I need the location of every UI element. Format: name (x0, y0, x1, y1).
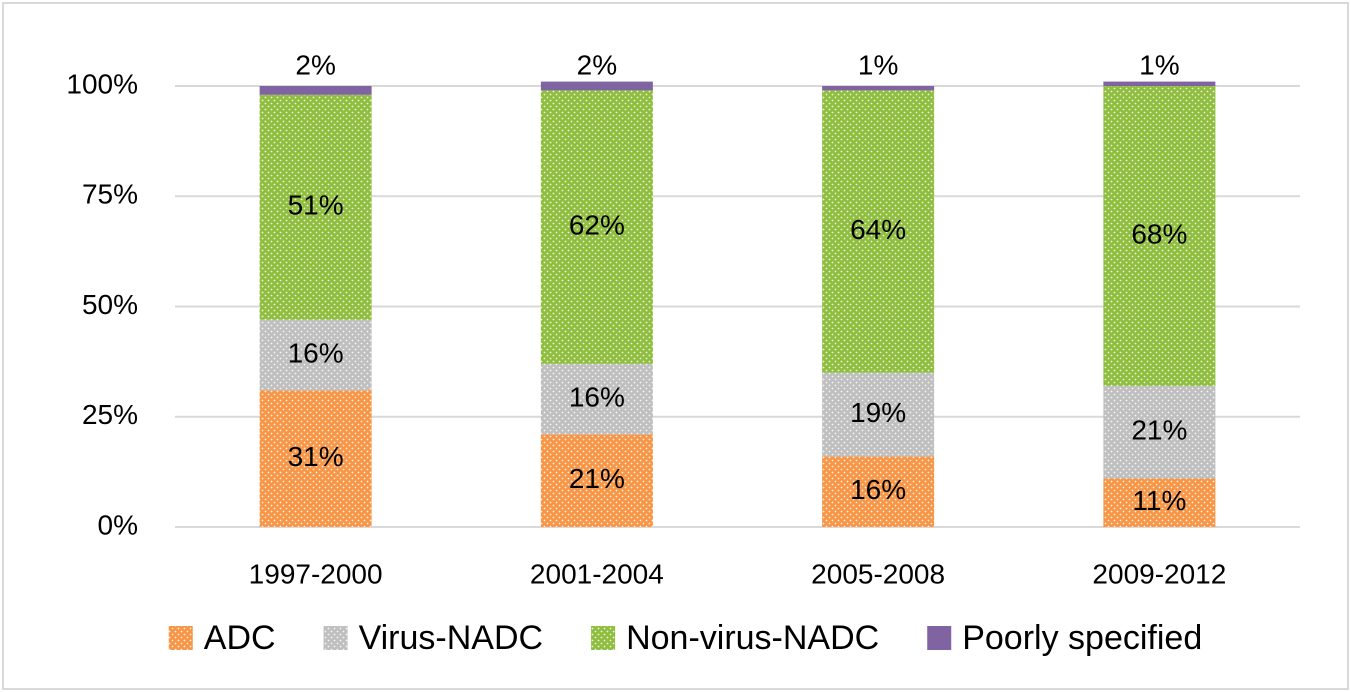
y-tick-label: 50% (82, 289, 138, 320)
data-label: 2% (577, 49, 617, 80)
legend-label: Virus-NADC (359, 619, 544, 657)
data-label: 21% (1131, 415, 1187, 446)
bar-segment (259, 319, 372, 391)
data-label: 16% (288, 337, 344, 368)
bar-segment (822, 86, 935, 91)
data-label: 1% (858, 49, 898, 80)
x-tick-label: 2001-2004 (530, 558, 664, 589)
bar-segment (822, 372, 935, 457)
bar-segment (259, 86, 372, 95)
bar-segment (1103, 81, 1216, 86)
x-tick-label: 1997-2000 (249, 558, 383, 589)
bar-segment (540, 434, 653, 527)
bar-segment (822, 90, 935, 373)
data-label: 51% (288, 190, 344, 221)
bar-segment (259, 94, 372, 320)
x-tick-label: 2005-2008 (811, 558, 945, 589)
data-label: 1% (1139, 49, 1179, 80)
legend-label: ADC (204, 619, 276, 657)
data-label: 68% (1131, 218, 1187, 249)
bar-segment (822, 456, 935, 527)
data-label: 16% (569, 382, 625, 413)
legend-swatch (591, 626, 616, 650)
y-tick-label: 100% (66, 68, 138, 99)
data-label: 64% (850, 214, 906, 245)
bar-segment (540, 90, 653, 364)
bar-segment (259, 390, 372, 527)
bar-segment (1103, 478, 1216, 527)
legend-label: Non-virus-NADC (626, 619, 879, 657)
data-label: 11% (1132, 485, 1186, 516)
data-label: 16% (850, 474, 906, 505)
legend-swatch (927, 626, 952, 650)
y-tick-label: 0% (98, 509, 138, 540)
y-tick-label: 75% (82, 179, 138, 210)
bar-segment (1103, 86, 1216, 386)
y-tick-label: 25% (82, 399, 138, 430)
data-label: 19% (850, 397, 906, 428)
x-tick-label: 2009-2012 (1092, 558, 1226, 589)
legend-label: Poorly specified (962, 619, 1202, 657)
legend-swatch (168, 626, 193, 650)
data-label: 62% (569, 210, 625, 241)
bar-segment (540, 81, 653, 91)
data-label: 2% (295, 49, 335, 80)
legend-swatch (323, 626, 348, 650)
bar-segment (1103, 385, 1216, 479)
bar-segment (540, 363, 653, 435)
data-label: 31% (288, 441, 344, 472)
data-label: 21% (569, 463, 625, 494)
